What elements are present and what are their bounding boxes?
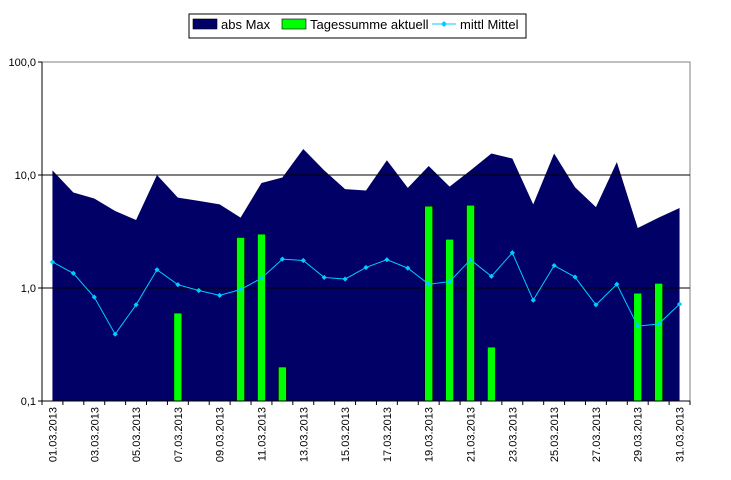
abs-max-area-layer <box>42 148 690 401</box>
x-tick-label: 25.03.2013 <box>549 407 561 462</box>
mittel-point <box>175 282 181 288</box>
mittel-point <box>70 270 76 276</box>
mittel-point <box>509 250 515 256</box>
mittel-point <box>614 281 620 287</box>
x-tick-label: 31.03.2013 <box>675 407 687 462</box>
mittel-point <box>593 302 599 308</box>
mittel-point <box>572 274 578 280</box>
mittel-point <box>551 262 557 269</box>
mittel-point <box>530 297 536 303</box>
mittel-point <box>321 274 327 281</box>
legend-label-tagessumme: Tagessumme aktuell <box>310 17 429 32</box>
mittel-point <box>279 256 285 262</box>
x-tick-label: 01.03.2013 <box>47 407 59 462</box>
mittel-point <box>133 302 139 308</box>
mittel-point <box>635 323 641 329</box>
tagessumme-bar <box>257 233 266 402</box>
mittel-point <box>237 286 244 293</box>
y-tick-label: 0,1 <box>21 396 36 408</box>
y-tick-label: 1,0 <box>21 283 36 295</box>
tagessumme-bar <box>466 204 475 402</box>
x-tick-label: 27.03.2013 <box>591 407 603 462</box>
x-axis-labels: 01.03.2013 03.03.2013 05.03.2013 07.03.2013… <box>41 401 691 462</box>
mittel-point <box>488 273 495 279</box>
y-tick-label: 10,0 <box>15 170 36 182</box>
mittel-point <box>91 294 97 300</box>
tagessumme-bar <box>654 283 663 402</box>
x-tick-label: 13.03.2013 <box>298 407 310 462</box>
mittel-point <box>384 257 390 263</box>
x-tick-label: 07.03.2013 <box>173 407 185 462</box>
tagessumme-bar <box>487 346 496 402</box>
mittel-point <box>217 292 223 299</box>
tagessumme-bar <box>173 312 183 402</box>
legend-swatch-abs-max <box>192 18 218 30</box>
legend-swatch-tagessumme <box>281 18 307 30</box>
mittel-point <box>363 264 369 271</box>
y-axis-labels: 0,1 1,0 10,0 100,0 <box>8 57 42 408</box>
abs-max-area <box>52 148 680 401</box>
tagessumme-bar <box>633 292 643 402</box>
x-tick-label: 15.03.2013 <box>340 407 352 462</box>
y-tick-label: 100,0 <box>8 57 36 69</box>
mittel-point <box>426 281 432 287</box>
x-tick-label: 03.03.2013 <box>89 407 101 462</box>
x-tick-label: 05.03.2013 <box>131 407 143 462</box>
tagessumme-bar <box>445 238 454 402</box>
mittel-line-layer <box>49 250 683 337</box>
tagessumme-bar-layer <box>173 204 663 402</box>
legend: abs Max Tagessumme aktuell mittl Mittel <box>188 13 527 39</box>
mittel-point <box>405 265 411 271</box>
legend-swatch-mittel-marker <box>441 21 447 27</box>
x-tick-label: 17.03.2013 <box>382 407 394 462</box>
x-tick-label: 09.03.2013 <box>215 407 227 462</box>
x-tick-label: 19.03.2013 <box>424 407 436 462</box>
mittel-point <box>342 276 348 282</box>
mittel-point <box>196 287 202 294</box>
tagessumme-bar <box>278 366 287 402</box>
x-tick-label: 11.03.2013 <box>256 407 268 461</box>
mittel-point <box>300 257 306 264</box>
mittel-point <box>49 259 56 265</box>
mittel-point <box>112 331 118 337</box>
legend-label-abs-max: abs Max <box>221 17 271 32</box>
x-tick-label: 21.03.2013 <box>466 407 478 462</box>
mittel-point <box>447 278 453 285</box>
tagessumme-bar <box>236 237 245 402</box>
mittel-point <box>467 257 474 263</box>
x-tick-label: 23.03.2013 <box>507 407 519 462</box>
tagessumme-bar <box>424 205 434 402</box>
mittel-point <box>154 267 160 273</box>
mittel-point <box>656 321 662 327</box>
x-tick-label: 29.03.2013 <box>633 407 645 462</box>
legend-box <box>188 13 527 39</box>
mittel-point <box>258 275 265 281</box>
mittel-point <box>676 301 683 307</box>
legend-label-mittel: mittl Mittel <box>460 17 519 32</box>
